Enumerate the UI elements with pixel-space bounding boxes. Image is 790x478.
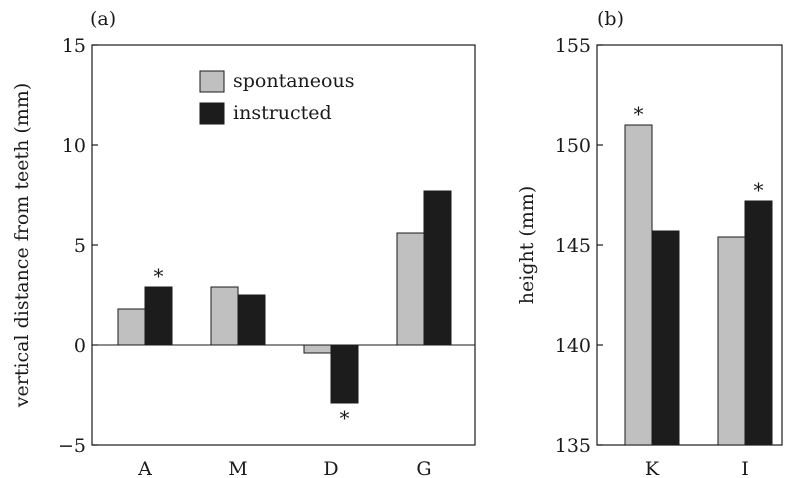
x-tick-label: G bbox=[416, 458, 431, 478]
x-tick-label: K bbox=[645, 458, 660, 478]
y-tick-label: −5 bbox=[58, 435, 86, 457]
y-tick-label: 140 bbox=[555, 335, 591, 357]
bar-spontaneous bbox=[117, 308, 146, 346]
bar-instructed bbox=[744, 200, 773, 446]
y-tick-label: 0 bbox=[74, 335, 86, 357]
y-tick-label: 155 bbox=[555, 35, 591, 57]
significance-marker: * bbox=[340, 406, 350, 430]
bar-spontaneous bbox=[624, 124, 653, 446]
bar-instructed bbox=[237, 294, 266, 346]
panel-label: (b) bbox=[597, 8, 624, 30]
x-tick-label: I bbox=[741, 458, 749, 478]
significance-marker: * bbox=[634, 102, 644, 126]
y-tick-label: 10 bbox=[62, 135, 86, 157]
significance-marker: * bbox=[754, 178, 764, 202]
panel-b: 135 140 145 150 155 height (mm) (b) K I * * bbox=[516, 8, 783, 478]
x-tick-label: A bbox=[137, 458, 152, 478]
significance-marker: * bbox=[154, 264, 164, 288]
legend-label: instructed bbox=[233, 102, 332, 124]
y-tick-label: 5 bbox=[74, 235, 86, 257]
bar-spontaneous bbox=[717, 236, 746, 446]
x-tick-label: D bbox=[323, 458, 338, 478]
legend-swatch-spontaneous bbox=[199, 70, 225, 93]
y-tick-label: 150 bbox=[555, 135, 591, 157]
bar-instructed bbox=[144, 286, 173, 346]
bar-spontaneous bbox=[210, 286, 239, 346]
bar-instructed bbox=[423, 190, 452, 346]
panel-a: −5 0 5 10 15 vertical distance from teeth (mm… bbox=[11, 8, 476, 478]
y-tick-label: 15 bbox=[62, 35, 86, 57]
legend-swatch-instructed bbox=[199, 102, 225, 125]
bar-instructed bbox=[651, 230, 680, 446]
bar-instructed bbox=[330, 344, 359, 404]
bar-spontaneous bbox=[303, 344, 332, 354]
y-tick-label: 145 bbox=[555, 235, 591, 257]
y-tick-label: 135 bbox=[555, 435, 591, 457]
y-axis-label: vertical distance from teeth (mm) bbox=[11, 83, 33, 408]
legend-label: spontaneous bbox=[233, 70, 354, 92]
panel-label: (a) bbox=[90, 8, 116, 30]
bar-spontaneous bbox=[396, 232, 425, 346]
y-axis-label: height (mm) bbox=[516, 186, 538, 305]
x-tick-label: M bbox=[228, 458, 247, 478]
